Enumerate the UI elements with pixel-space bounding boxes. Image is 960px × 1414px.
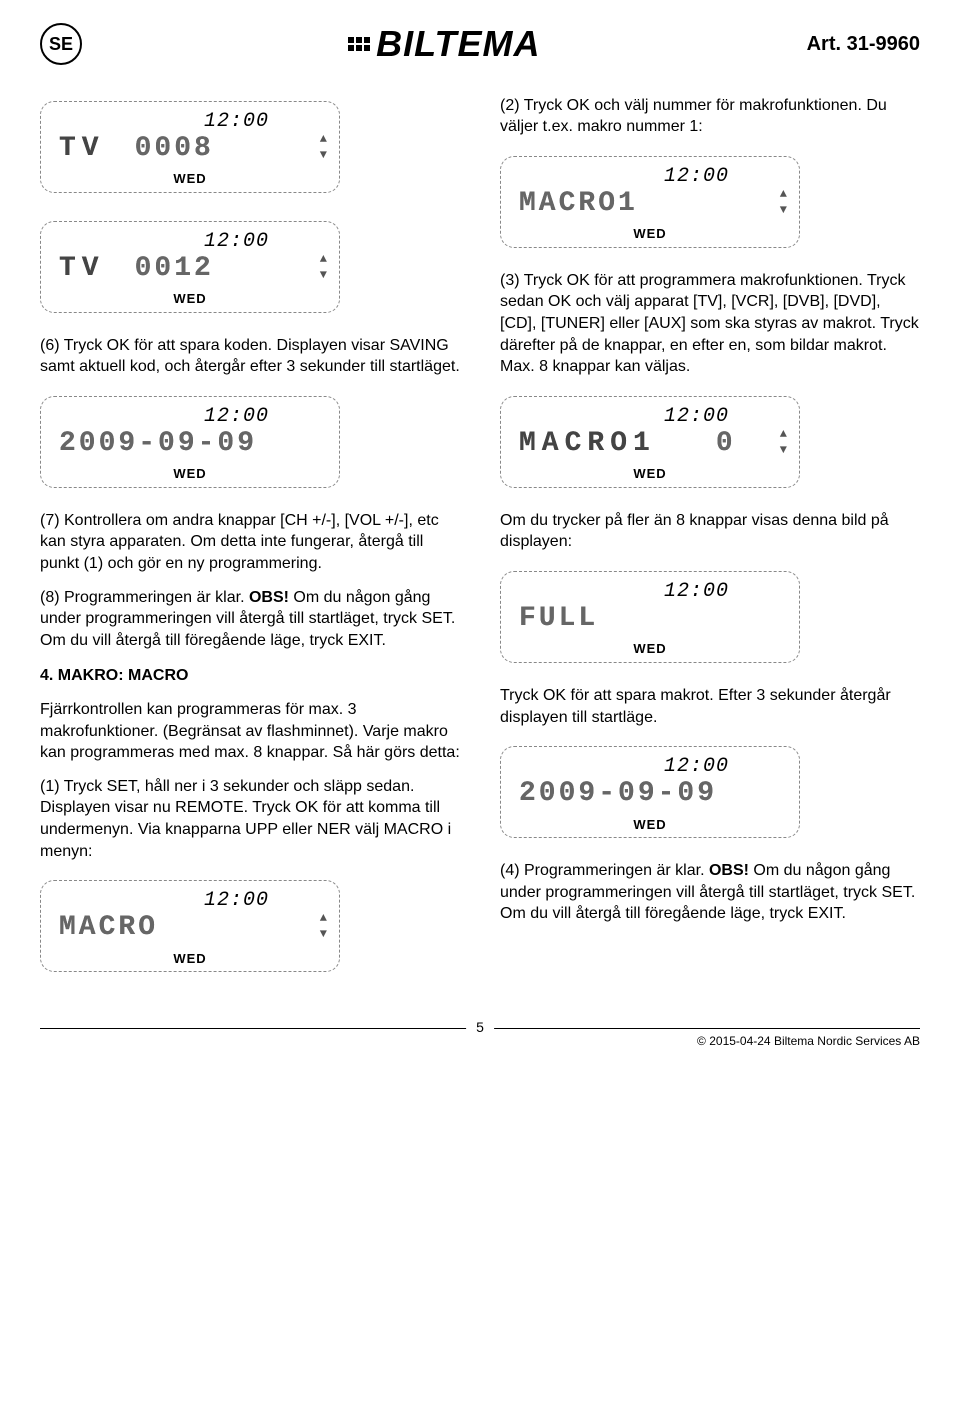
lcd-day: WED (633, 816, 666, 834)
left-column: 12:00 TV0008 ▲▼ WED 12:00 TV0012 ▲▼ WED … (40, 89, 460, 989)
lcd-main: MACRO1 (519, 188, 638, 219)
updown-icon: ▲▼ (320, 250, 327, 282)
logo-flag-icon (348, 37, 370, 51)
lcd-time: 12:00 (664, 163, 729, 190)
page-footer: 5 © 2015-04-24 Biltema Nordic Services A… (40, 1028, 920, 1049)
lcd-day: WED (173, 290, 206, 308)
logo-text: BILTEMA (376, 20, 540, 69)
brand-logo: BILTEMA (348, 20, 540, 69)
obs-label: OBS! (249, 589, 289, 606)
updown-icon: ▲▼ (320, 910, 327, 942)
lcd-main: 2009-09-09 (519, 778, 717, 809)
lcd-prefix: TV (59, 253, 105, 284)
macro-intro-text: Fjärrkontrollen kan programmeras för max… (40, 699, 460, 764)
step-8-text: (8) Programmeringen är klar. OBS! Om du … (40, 587, 460, 652)
lcd-day: WED (173, 170, 206, 188)
lcd-prefix: TV (59, 133, 105, 164)
step-7-text: (7) Kontrollera om andra knappar [CH +/-… (40, 510, 460, 575)
lcd-main: 2009-09-09 (59, 428, 257, 459)
full-intro-text: Om du trycker på fler än 8 knappar visas… (500, 510, 920, 553)
step-2-text: (2) Tryck OK och välj nummer för makrofu… (500, 95, 920, 138)
lcd-main: 0008 (135, 133, 214, 164)
page-header: SE BILTEMA Art. 31-9960 (40, 20, 920, 69)
obs-label: OBS! (709, 862, 749, 879)
lcd-prefix: MACRO1 (519, 428, 656, 459)
lcd-time: 12:00 (664, 578, 729, 605)
lcd-full: 12:00 FULL WED (500, 571, 800, 663)
section-4-heading: 4. MAKRO: MACRO (40, 665, 460, 687)
step-4-text: (4) Programmeringen är klar. OBS! Om du … (500, 860, 920, 925)
lcd-tv-code-1: 12:00 TV0008 ▲▼ WED (40, 101, 340, 193)
lcd-date-1: 12:00 2009-09-09 WED (40, 396, 340, 488)
lcd-tv-code-2: 12:00 TV0012 ▲▼ WED (40, 221, 340, 313)
lcd-date-2: 12:00 2009-09-09 WED (500, 746, 800, 838)
updown-icon: ▲▼ (780, 186, 787, 218)
lcd-macro-menu: 12:00 MACRO ▲▼ WED (40, 880, 340, 972)
lcd-day: WED (173, 465, 206, 483)
lcd-main: 0012 (135, 253, 214, 284)
lcd-macro1-count: 12:00 MACRO10 ▲▼ WED (500, 396, 800, 488)
copyright-text: © 2015-04-24 Biltema Nordic Services AB (697, 1033, 920, 1049)
lcd-day: WED (633, 465, 666, 483)
updown-icon: ▲▼ (320, 130, 327, 162)
right-column: (2) Tryck OK och välj nummer för makrofu… (500, 89, 920, 989)
lcd-day: WED (173, 950, 206, 968)
lcd-main: MACRO (59, 912, 158, 943)
lcd-day: WED (633, 225, 666, 243)
lcd-time: 12:00 (204, 887, 269, 914)
language-badge: SE (40, 23, 82, 65)
page-number: 5 (466, 1018, 494, 1037)
step-6-text: (6) Tryck OK för att spara koden. Displa… (40, 335, 460, 378)
lcd-main: FULL (519, 603, 598, 634)
save-macro-text: Tryck OK för att spara makrot. Efter 3 s… (500, 685, 920, 728)
article-number: Art. 31-9960 (807, 31, 920, 58)
lcd-day: WED (633, 640, 666, 658)
updown-icon: ▲▼ (780, 426, 787, 458)
lcd-macro1: 12:00 MACRO1 ▲▼ WED (500, 156, 800, 248)
step-1-text: (1) Tryck SET, håll ner i 3 sekunder och… (40, 776, 460, 862)
lcd-main: 0 (716, 428, 736, 459)
step-3-text: (3) Tryck OK för att programmera makrofu… (500, 270, 920, 378)
